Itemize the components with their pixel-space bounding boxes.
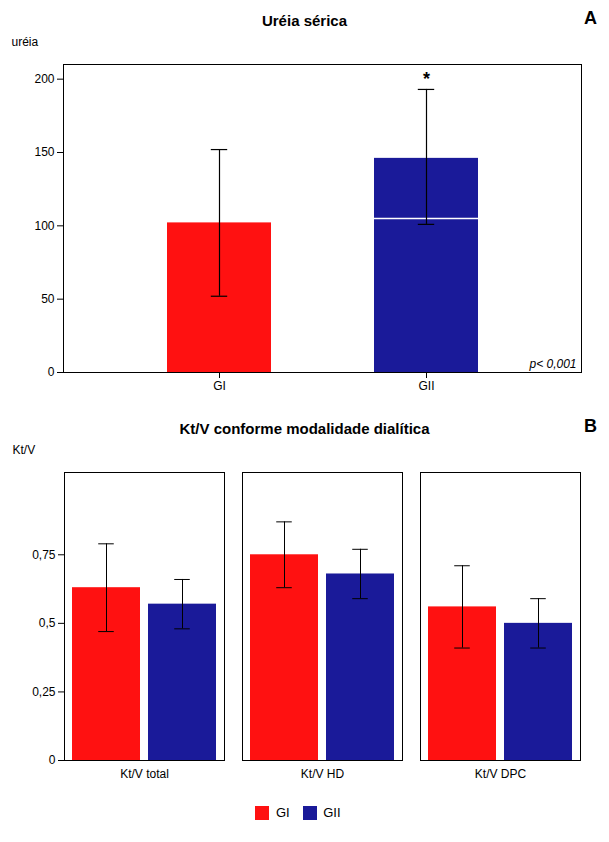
- svg-text:Kt/V total: Kt/V total: [120, 767, 169, 781]
- html-text:Kt/V conforme modalidade dialí: Kt/V conforme modalidade dialítica: [179, 419, 430, 437]
- svg-text:0,5: 0,5: [39, 616, 56, 630]
- svg-text:0: 0: [49, 753, 56, 767]
- html-text:GI: GI: [276, 805, 290, 820]
- html-text:A: A: [584, 8, 597, 28]
- svg-text:50: 50: [41, 292, 55, 306]
- svg-text:GII: GII: [418, 379, 434, 393]
- svg-text:100: 100: [34, 219, 54, 233]
- svg-text:150: 150: [34, 145, 54, 159]
- svg-text:Kt/V: Kt/V: [13, 443, 36, 457]
- svg-text:200: 200: [34, 72, 54, 86]
- svg-text:GI: GI: [213, 379, 226, 393]
- svg-text:Kt/V HD: Kt/V HD: [301, 767, 345, 781]
- svg-text:0,75: 0,75: [32, 548, 56, 562]
- svg-text:uréia: uréia: [12, 35, 39, 49]
- html-text:GII: GII: [323, 805, 341, 820]
- svg-text:p< 0,001: p< 0,001: [528, 357, 576, 371]
- svg-text:*: *: [423, 69, 430, 89]
- svg-text:0: 0: [48, 365, 55, 379]
- svg-text:0,25: 0,25: [32, 685, 56, 699]
- html-text:B: B: [584, 416, 597, 436]
- svg-text:Kt/V DPC: Kt/V DPC: [475, 767, 527, 781]
- html-text:Uréia sérica: Uréia sérica: [262, 11, 347, 29]
